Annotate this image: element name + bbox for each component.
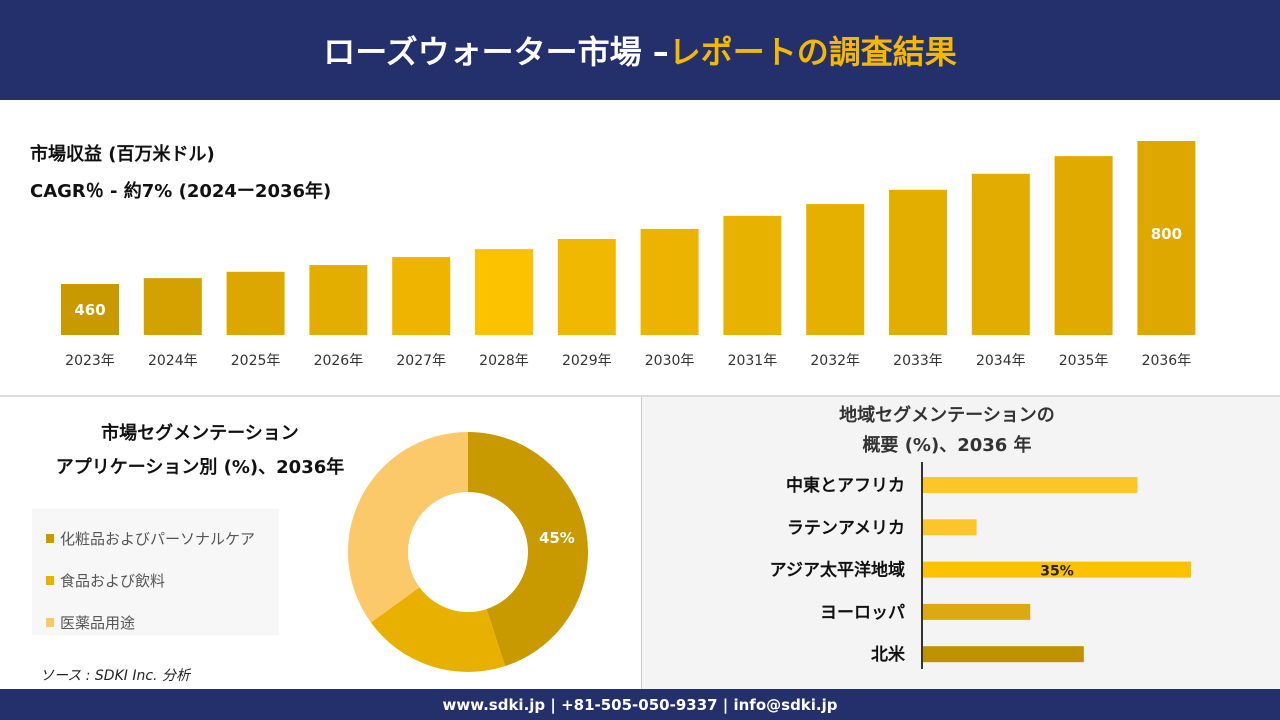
app-title-1: 市場セグメンテーション [101,423,299,444]
legend-item: 化粧品およびパーソナルケア [46,517,265,559]
x-tick-label: 2029年 [562,353,612,369]
region-label: 北米 [871,644,906,665]
application-segment-panel: 市場セグメンテーション アプリケーション別 (%)、2036年 化粧品およびパー… [0,397,640,689]
bar-2025年 [226,271,285,335]
region-label: ラテンアメリカ [787,518,905,538]
cagr-text: CAGR％ - 約7% (2024ー2036年) [30,181,332,202]
region-label: アジア太平洋地域 [770,560,905,581]
page-header: ローズウォーター市場 – レポートの調査結果 [0,0,1280,100]
bar-2030年 [640,228,699,335]
region-bar [923,477,1138,493]
title-accent: レポートの調査結果 [668,33,957,71]
legend-item: 食品および飲料 [46,559,265,601]
bar-2028年 [475,249,533,335]
app-title-2: アプリケーション別 (%)、2036年 [55,457,345,478]
data-label: 800 [1151,225,1182,243]
x-tick-label: 2024年 [148,353,198,369]
region-label: 中東とアフリカ [786,475,905,496]
donut-legend: 化粧品およびパーソナルケア 食品および飲料 医薬品用途 [32,509,279,635]
bar-2031年 [723,215,782,335]
x-tick-label: 2033年 [893,353,943,369]
x-tick-label: 2034年 [976,353,1026,369]
region-bar [923,646,1084,663]
bar-2029年 [557,238,616,335]
legend-item: 医薬品用途 [46,601,265,643]
donut-slice [370,587,506,672]
bar-2036年 [1137,141,1196,335]
region-bar [923,561,1191,578]
region-bar [923,519,977,536]
x-tick-label: 2026年 [314,353,364,369]
source-note: ソース : SDKI Inc. 分析 [40,668,190,684]
data-label: 460 [74,301,105,319]
bar-2024年 [143,278,202,335]
x-tick-label: 2025年 [231,353,281,369]
x-tick-label: 2027年 [396,353,446,369]
donut-slice [468,432,588,667]
bar-2032年 [806,204,865,335]
footer-contact: www.sdki.jp | +81-505-050-9337 | info@sd… [0,689,1280,720]
title-main: ローズウォーター市場 – [323,33,669,71]
x-tick-label: 2035年 [1059,353,1109,369]
bar-2033年 [889,189,947,335]
bar-2023年 [61,284,119,335]
bar-2026年 [309,265,368,335]
divider [0,395,1280,397]
bar-2027年 [392,257,451,335]
region-label: ヨーロッパ [820,603,905,623]
bar-2034年 [971,173,1030,335]
bar-2035年 [1054,156,1113,335]
revenue-section: 2023年 460 2024年 2025年 2026年 2027年 2028年 2029年 20… [0,100,1280,395]
revenue-title: 市場収益 (百万米ドル) [30,144,215,165]
x-tick-label: 2030年 [645,353,695,369]
region-segment-panel: 地域セグメンテーションの 概要 (%)、2036 年 中東とアフリカ ラテンアメリカ… [641,397,1280,689]
x-tick-label: 2031年 [728,353,778,369]
x-tick-label: 2036年 [1142,353,1192,369]
region-data-label: 35% [1040,564,1074,580]
x-tick-label: 2028年 [479,353,529,369]
x-tick-label: 2032年 [810,353,860,369]
region-bar [923,603,1031,620]
slice-label: 45% [539,529,575,547]
revenue-bar-chart: 2023年 460 2024年 2025年 2026年 2027年 2028年 2029年 20… [61,141,1196,369]
region-title: 地域セグメンテーションの 概要 (%)、2036 年 [839,405,1055,456]
x-tick-label: 2023年 [65,353,115,369]
